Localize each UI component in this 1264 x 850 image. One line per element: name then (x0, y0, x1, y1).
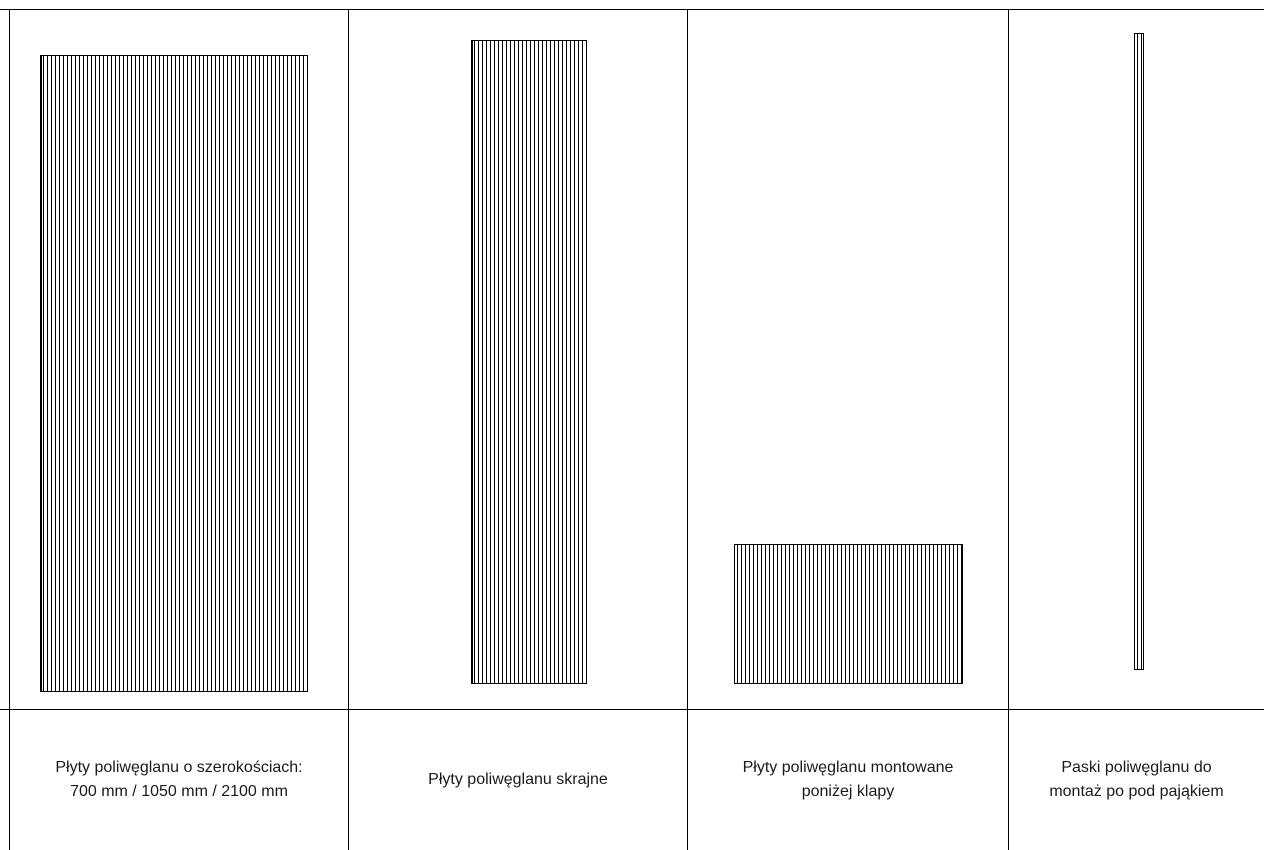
caption-below-flap-panels: Płyty poliwęglanu montowane poniżej klap… (742, 759, 954, 800)
panel-drawing-edge (471, 40, 587, 684)
column-divider-3 (1008, 9, 1009, 850)
caption-strips: Paski poliwęglanu do montaż po pod pająk… (1049, 759, 1224, 800)
column-divider-2 (687, 9, 688, 850)
panel-drawing-below-flap (734, 544, 963, 684)
table-left-border (9, 9, 10, 850)
column-divider-1 (348, 9, 349, 850)
table-row-divider (0, 709, 1264, 710)
caption-edge-panels: Płyty poliwęglanu skrajne (428, 771, 608, 788)
caption-full-width-panels: Płyty poliwęglanu o szerokościach: 700 m… (55, 759, 303, 800)
panel-drawing-strip (1134, 33, 1144, 670)
panel-drawing-full-width (40, 55, 308, 692)
table-top-border (0, 9, 1264, 10)
